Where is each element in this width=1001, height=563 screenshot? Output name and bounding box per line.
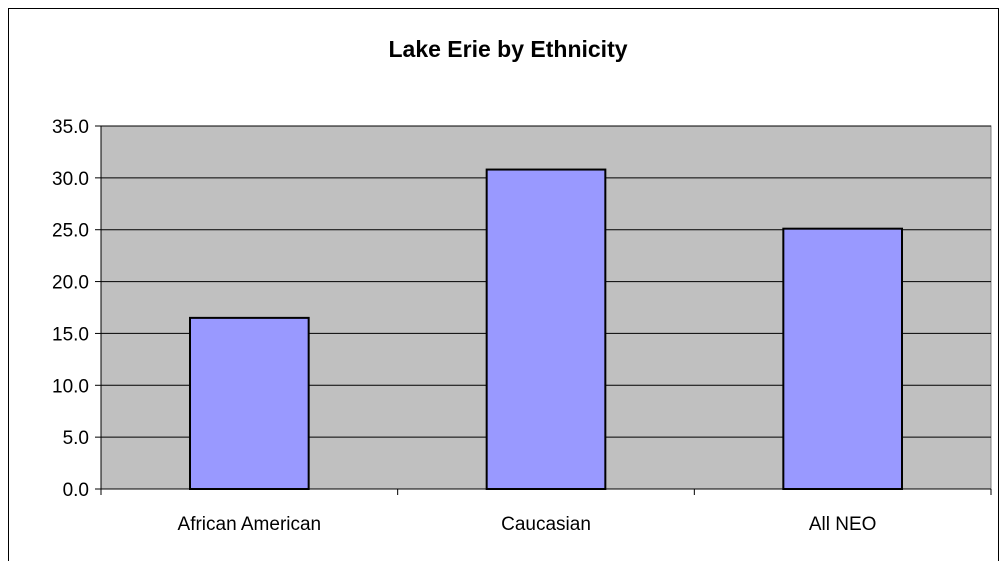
y-tick-label: 20.0 bbox=[52, 273, 89, 294]
axes bbox=[95, 125, 992, 495]
y-tick-label: 15.0 bbox=[52, 324, 89, 345]
x-category-label: All NEO bbox=[809, 514, 877, 535]
y-tick-label: 0.0 bbox=[63, 480, 89, 501]
bar bbox=[782, 227, 903, 490]
chart-frame bbox=[8, 8, 999, 561]
x-category-label: African American bbox=[178, 514, 322, 535]
y-tick-label: 25.0 bbox=[52, 221, 89, 242]
y-tick-label: 5.0 bbox=[63, 428, 89, 449]
bars bbox=[189, 168, 903, 490]
bar bbox=[189, 316, 310, 490]
y-tick-label: 35.0 bbox=[52, 117, 89, 138]
axis-labels: 0.0 5.0 10.0 15.0 20.0 25.0 30.0 35.0 African Am… bbox=[52, 117, 876, 535]
y-tick-label: 30.0 bbox=[52, 169, 89, 190]
bar bbox=[485, 168, 607, 490]
chart-title: Lake Erie by Ethnicity bbox=[388, 36, 627, 62]
y-tick-label: 10.0 bbox=[52, 376, 89, 397]
x-category-label: Caucasian bbox=[501, 514, 591, 535]
